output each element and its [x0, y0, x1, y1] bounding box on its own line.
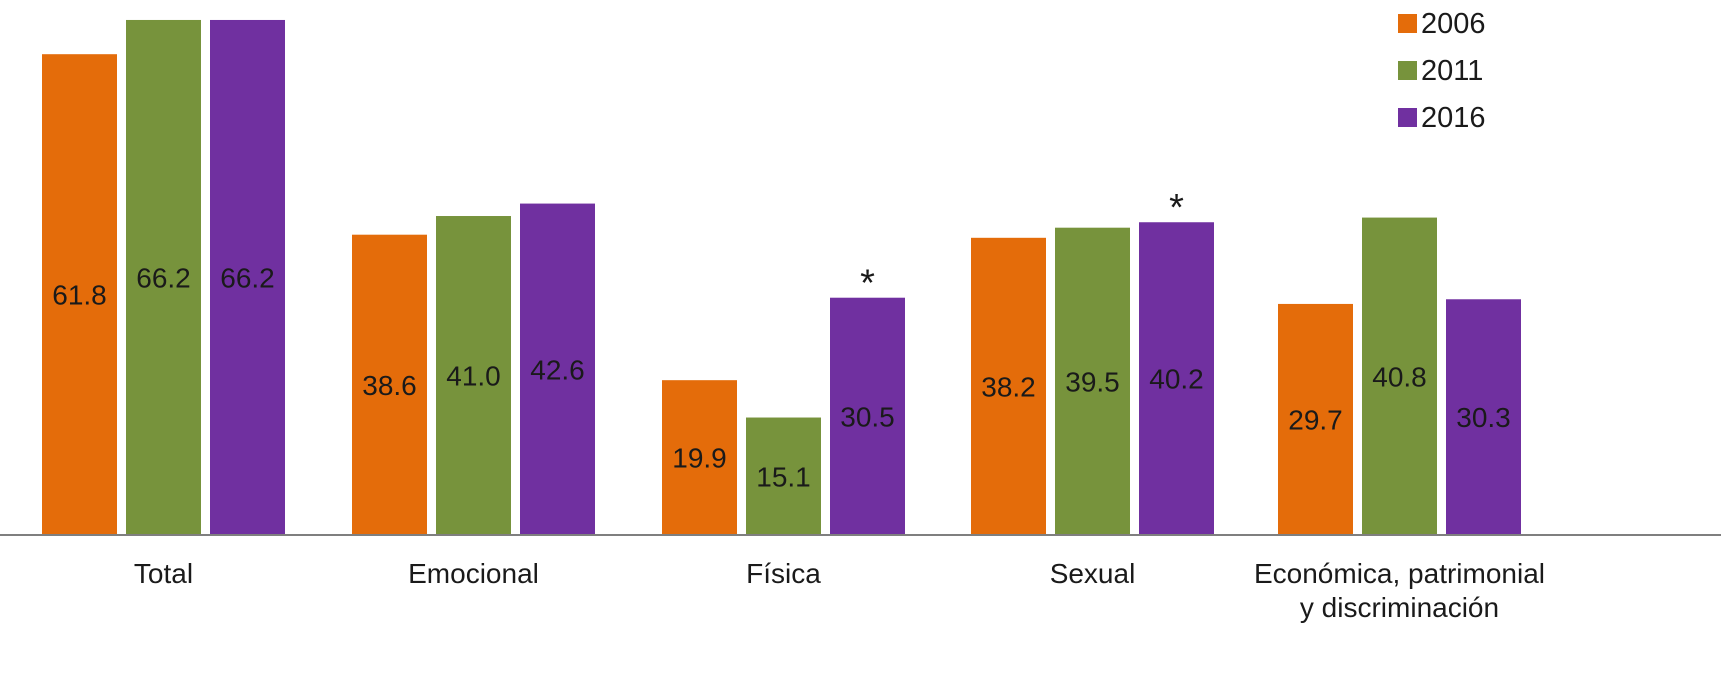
- value-label-2006-3: 38.2: [981, 371, 1036, 402]
- bar-2011-1: [436, 216, 511, 535]
- significance-marker-1: *: [1169, 187, 1184, 229]
- bar-2006-1: [352, 234, 427, 535]
- value-label-2011-2: 15.1: [756, 461, 811, 492]
- value-label-2011-1: 41.0: [446, 361, 501, 392]
- legend-swatch-2006: [1398, 14, 1417, 33]
- value-label-2011-3: 39.5: [1065, 366, 1120, 397]
- bar-2016-4: [1446, 299, 1521, 535]
- value-label-2016-3: 40.2: [1149, 364, 1204, 395]
- value-label-2016-0: 66.2: [220, 262, 275, 293]
- value-label-2006-2: 19.9: [672, 443, 727, 474]
- value-labels-group: 61.8 38.6 19.9 38.2 29.7 66.2 41.0 15.1 39.5 40.8…: [52, 262, 1511, 492]
- value-label-2016-4: 30.3: [1456, 402, 1511, 433]
- significance-markers-group: **: [860, 187, 1184, 304]
- bar-2016-1: [520, 203, 595, 535]
- bar-2011-4: [1362, 217, 1437, 536]
- bar-2006-2: [662, 380, 737, 535]
- legend-label-2011: 2011: [1421, 55, 1483, 87]
- value-label-2011-4: 40.8: [1372, 361, 1427, 392]
- legend-swatch-2011: [1398, 61, 1417, 80]
- bar-2006-3: [971, 237, 1046, 535]
- value-label-2016-1: 42.6: [530, 354, 585, 385]
- legend: 2006 2011 2016: [1398, 8, 1486, 134]
- value-label-2006-4: 29.7: [1288, 404, 1343, 435]
- bars-group: [42, 19, 1521, 536]
- bar-2006-4: [1278, 303, 1353, 535]
- category-label-4-line-1: y discriminación: [1300, 592, 1499, 623]
- value-label-2006-1: 38.6: [362, 370, 417, 401]
- bar-2011-0: [126, 19, 201, 536]
- category-label-0: Total: [134, 558, 193, 589]
- legend-label-2016: 2016: [1421, 102, 1486, 134]
- bar-2011-2: [746, 417, 821, 535]
- bar-2011-3: [1055, 227, 1130, 535]
- bar-2006-0: [42, 54, 117, 536]
- legend-swatch-2016: [1398, 108, 1417, 127]
- bar-2016-3: [1139, 222, 1214, 535]
- category-label-4-line-0: Económica, patrimonial: [1254, 558, 1545, 589]
- category-label-2: Física: [746, 558, 821, 589]
- category-label-1: Emocional: [408, 558, 539, 589]
- legend-label-2006: 2006: [1421, 8, 1486, 40]
- category-label-3: Sexual: [1050, 558, 1136, 589]
- bar-2016-0: [210, 19, 285, 536]
- bar-2016-2: [830, 297, 905, 535]
- category-labels-group: Total Emocional Física Sexual Económica, pat…: [134, 558, 1545, 623]
- value-label-2011-0: 66.2: [136, 262, 191, 293]
- value-label-2016-2: 30.5: [840, 401, 895, 432]
- significance-marker-0: *: [860, 263, 875, 305]
- value-label-2006-0: 61.8: [52, 280, 107, 311]
